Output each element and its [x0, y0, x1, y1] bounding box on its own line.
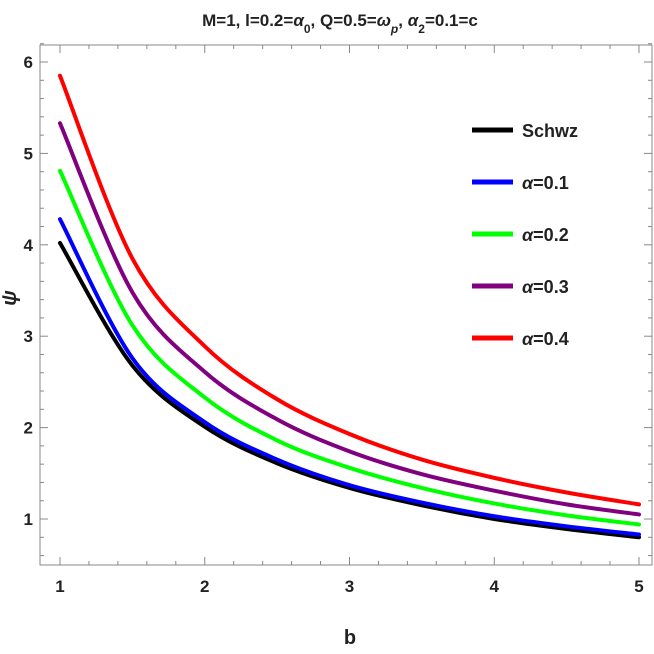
x-tick-label: 3 — [345, 577, 354, 596]
y-tick-label: 6 — [24, 53, 33, 72]
legend: Schwz α=0.1 α=0.2 α=0.3 α=0.4 — [472, 121, 578, 349]
series-line-2 — [58, 168, 641, 527]
plot-frame — [39, 44, 653, 566]
series-line-0 — [58, 240, 641, 540]
legend-label-0: Schwz — [522, 121, 578, 141]
series-lines — [58, 73, 641, 540]
legend-label-2: α=0.2 — [522, 225, 569, 245]
legend-label-4: α=0.4 — [522, 329, 569, 349]
x-tick-label: 2 — [200, 577, 209, 596]
tick-labels: 1 2 3 4 5 1 2 3 4 5 6 — [24, 53, 644, 596]
x-tick-label: 1 — [55, 577, 64, 596]
y-tick-label: 5 — [24, 144, 33, 163]
x-axis-label: b — [344, 627, 356, 649]
series-line-1 — [58, 217, 641, 537]
y-tick-label: 4 — [24, 236, 34, 255]
x-tick-label: 4 — [490, 577, 500, 596]
y-tick-label: 2 — [24, 419, 33, 438]
y-tick-label: 1 — [24, 510, 33, 529]
x-tick-label: 5 — [634, 577, 643, 596]
series-line-4 — [58, 73, 641, 507]
axis-ticks — [40, 43, 652, 565]
chart-title: M=1, l=0.2=α0, Q=0.5=ωp, α2=0.1=c — [202, 11, 478, 36]
y-tick-label: 3 — [24, 327, 33, 346]
y-axis-label: ψ — [0, 290, 21, 306]
legend-label-1: α=0.1 — [522, 173, 569, 193]
legend-label-3: α=0.3 — [522, 277, 569, 297]
series-line-3 — [58, 121, 641, 517]
